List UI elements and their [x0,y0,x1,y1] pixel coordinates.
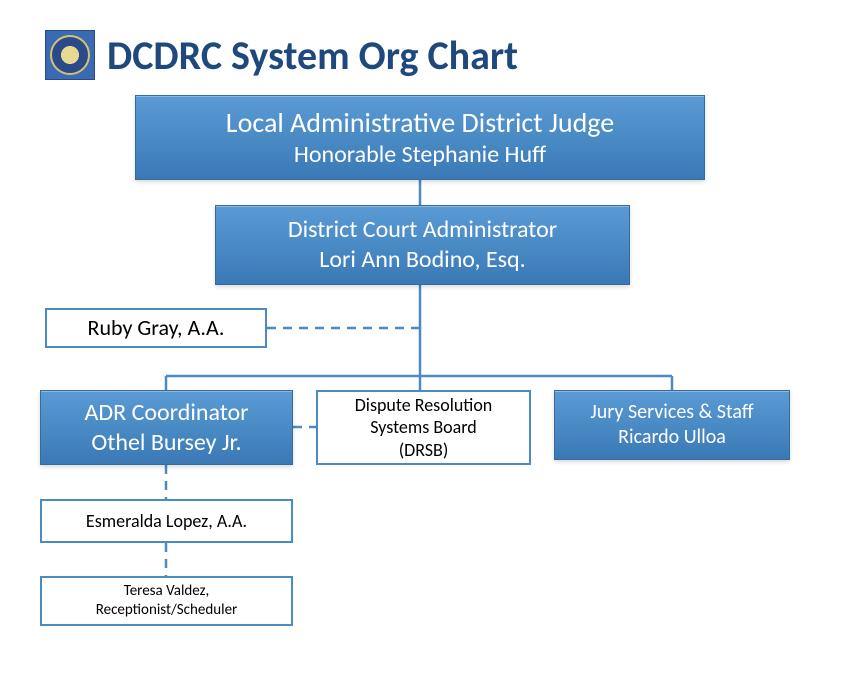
node-ruby: Ruby Gray, A.A. [45,308,267,348]
node-judge-line1: Local Administrative District Judge [226,105,614,140]
node-drsb-line1: Dispute Resolution [355,394,493,417]
node-teresa-line2: Receptionist/Scheduler [96,601,238,620]
node-admin: District Court AdministratorLori Ann Bod… [215,205,630,285]
node-teresa-line1: Teresa Valdez, [124,582,210,601]
node-adr: ADR CoordinatorOthel Bursey Jr. [40,390,293,465]
node-teresa: Teresa Valdez,Receptionist/Scheduler [40,576,293,626]
node-jury-line1: Jury Services & Staff [590,400,753,425]
node-jury-line2: Ricardo Ulloa [618,425,726,450]
node-admin-line2: Lori Ann Bodino, Esq. [319,245,525,275]
node-jury: Jury Services & StaffRicardo Ulloa [554,390,790,460]
node-esmeralda: Esmeralda Lopez, A.A. [40,499,293,543]
node-drsb-line3: (DRSB) [399,439,449,462]
node-adr-line2: Othel Bursey Jr. [91,428,241,458]
node-admin-line1: District Court Administrator [288,215,557,245]
node-drsb-line2: Systems Board [370,416,477,439]
node-esmeralda-line1: Esmeralda Lopez, A.A. [86,510,247,533]
node-judge-line2: Honorable Stephanie Huff [294,140,546,170]
node-judge: Local Administrative District JudgeHonor… [135,95,705,180]
node-ruby-line1: Ruby Gray, A.A. [88,314,225,342]
node-adr-line1: ADR Coordinator [84,398,248,428]
node-drsb: Dispute ResolutionSystems Board(DRSB) [316,390,531,465]
